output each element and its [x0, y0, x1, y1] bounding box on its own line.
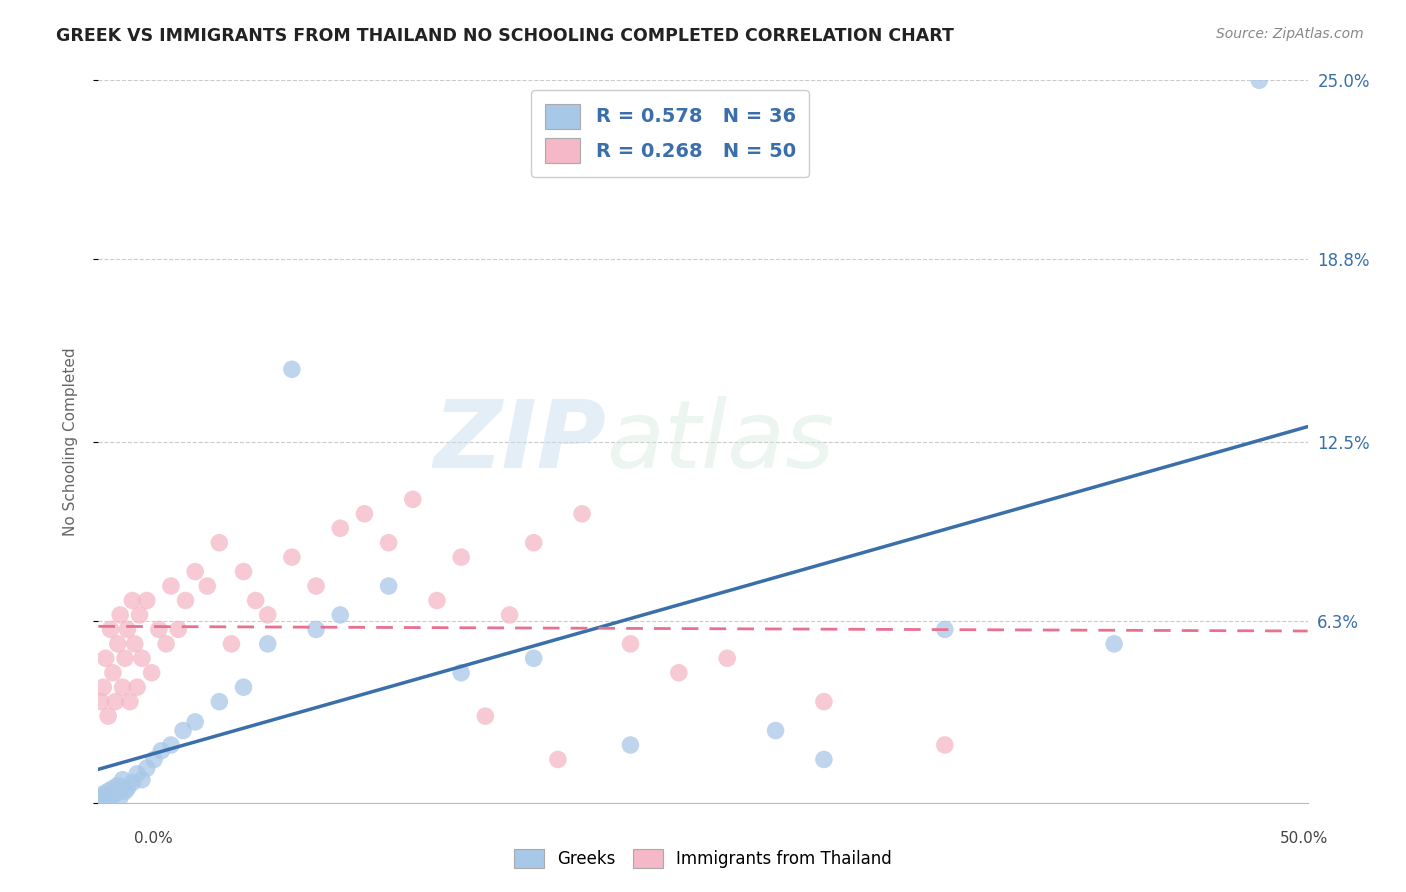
- Point: [377, 535, 399, 549]
- Point: [101, 665, 124, 680]
- Text: Source: ZipAtlas.com: Source: ZipAtlas.com: [1216, 27, 1364, 41]
- Point: [716, 651, 738, 665]
- Point: [94, 651, 117, 665]
- Point: [91, 680, 114, 694]
- Point: [121, 775, 143, 789]
- Point: [100, 790, 122, 805]
- Point: [619, 637, 641, 651]
- Point: [329, 521, 352, 535]
- Point: [114, 784, 136, 798]
- Point: [450, 550, 472, 565]
- Point: [150, 744, 173, 758]
- Point: [813, 695, 835, 709]
- Point: [121, 593, 143, 607]
- Point: [765, 723, 787, 738]
- Point: [127, 767, 149, 781]
- Point: [474, 709, 496, 723]
- Point: [232, 565, 254, 579]
- Point: [141, 665, 163, 680]
- Point: [281, 550, 304, 565]
- Point: [167, 623, 190, 637]
- Point: [256, 607, 278, 622]
- Point: [184, 565, 207, 579]
- Point: [305, 579, 328, 593]
- Point: [353, 507, 375, 521]
- Point: [195, 579, 218, 593]
- Point: [184, 714, 207, 729]
- Point: [668, 665, 690, 680]
- Text: GREEK VS IMMIGRANTS FROM THAILAND NO SCHOOLING COMPLETED CORRELATION CHART: GREEK VS IMMIGRANTS FROM THAILAND NO SCH…: [56, 27, 955, 45]
- Point: [143, 752, 166, 766]
- Point: [135, 761, 157, 775]
- Point: [402, 492, 425, 507]
- Text: 50.0%: 50.0%: [1281, 831, 1329, 846]
- Point: [127, 680, 149, 694]
- Point: [128, 607, 150, 622]
- Point: [117, 781, 139, 796]
- Point: [104, 787, 127, 801]
- Point: [208, 535, 231, 549]
- Point: [94, 793, 117, 807]
- Text: ZIP: ZIP: [433, 395, 606, 488]
- Point: [101, 781, 124, 796]
- Point: [221, 637, 243, 651]
- Point: [208, 695, 231, 709]
- Point: [571, 507, 593, 521]
- Point: [232, 680, 254, 694]
- Point: [131, 772, 153, 787]
- Point: [91, 787, 114, 801]
- Point: [155, 637, 177, 651]
- Text: atlas: atlas: [606, 396, 835, 487]
- Point: [97, 709, 120, 723]
- Point: [108, 607, 131, 622]
- Point: [90, 790, 112, 805]
- Point: [245, 593, 267, 607]
- Point: [97, 784, 120, 798]
- Point: [619, 738, 641, 752]
- Point: [1102, 637, 1125, 651]
- Point: [174, 593, 197, 607]
- Point: [118, 695, 141, 709]
- Point: [547, 752, 569, 766]
- Point: [498, 607, 520, 622]
- Point: [148, 623, 170, 637]
- Point: [160, 579, 183, 593]
- Point: [114, 651, 136, 665]
- Point: [107, 637, 129, 651]
- Point: [934, 738, 956, 752]
- Point: [104, 695, 127, 709]
- Legend: R = 0.578   N = 36, R = 0.268   N = 50: R = 0.578 N = 36, R = 0.268 N = 50: [531, 90, 810, 177]
- Point: [426, 593, 449, 607]
- Point: [450, 665, 472, 680]
- Point: [523, 651, 546, 665]
- Point: [100, 623, 122, 637]
- Point: [281, 362, 304, 376]
- Point: [160, 738, 183, 752]
- Point: [305, 623, 328, 637]
- Point: [111, 680, 134, 694]
- Point: [377, 579, 399, 593]
- Point: [107, 779, 129, 793]
- Point: [135, 593, 157, 607]
- Point: [108, 790, 131, 805]
- Point: [934, 623, 956, 637]
- Point: [172, 723, 194, 738]
- Point: [90, 695, 112, 709]
- Point: [813, 752, 835, 766]
- Text: 0.0%: 0.0%: [134, 831, 173, 846]
- Point: [1249, 73, 1271, 87]
- Point: [256, 637, 278, 651]
- Point: [111, 772, 134, 787]
- Point: [124, 637, 146, 651]
- Point: [329, 607, 352, 622]
- Point: [117, 623, 139, 637]
- Point: [523, 535, 546, 549]
- Point: [131, 651, 153, 665]
- Legend: Greeks, Immigrants from Thailand: Greeks, Immigrants from Thailand: [508, 842, 898, 875]
- Y-axis label: No Schooling Completed: No Schooling Completed: [63, 347, 77, 536]
